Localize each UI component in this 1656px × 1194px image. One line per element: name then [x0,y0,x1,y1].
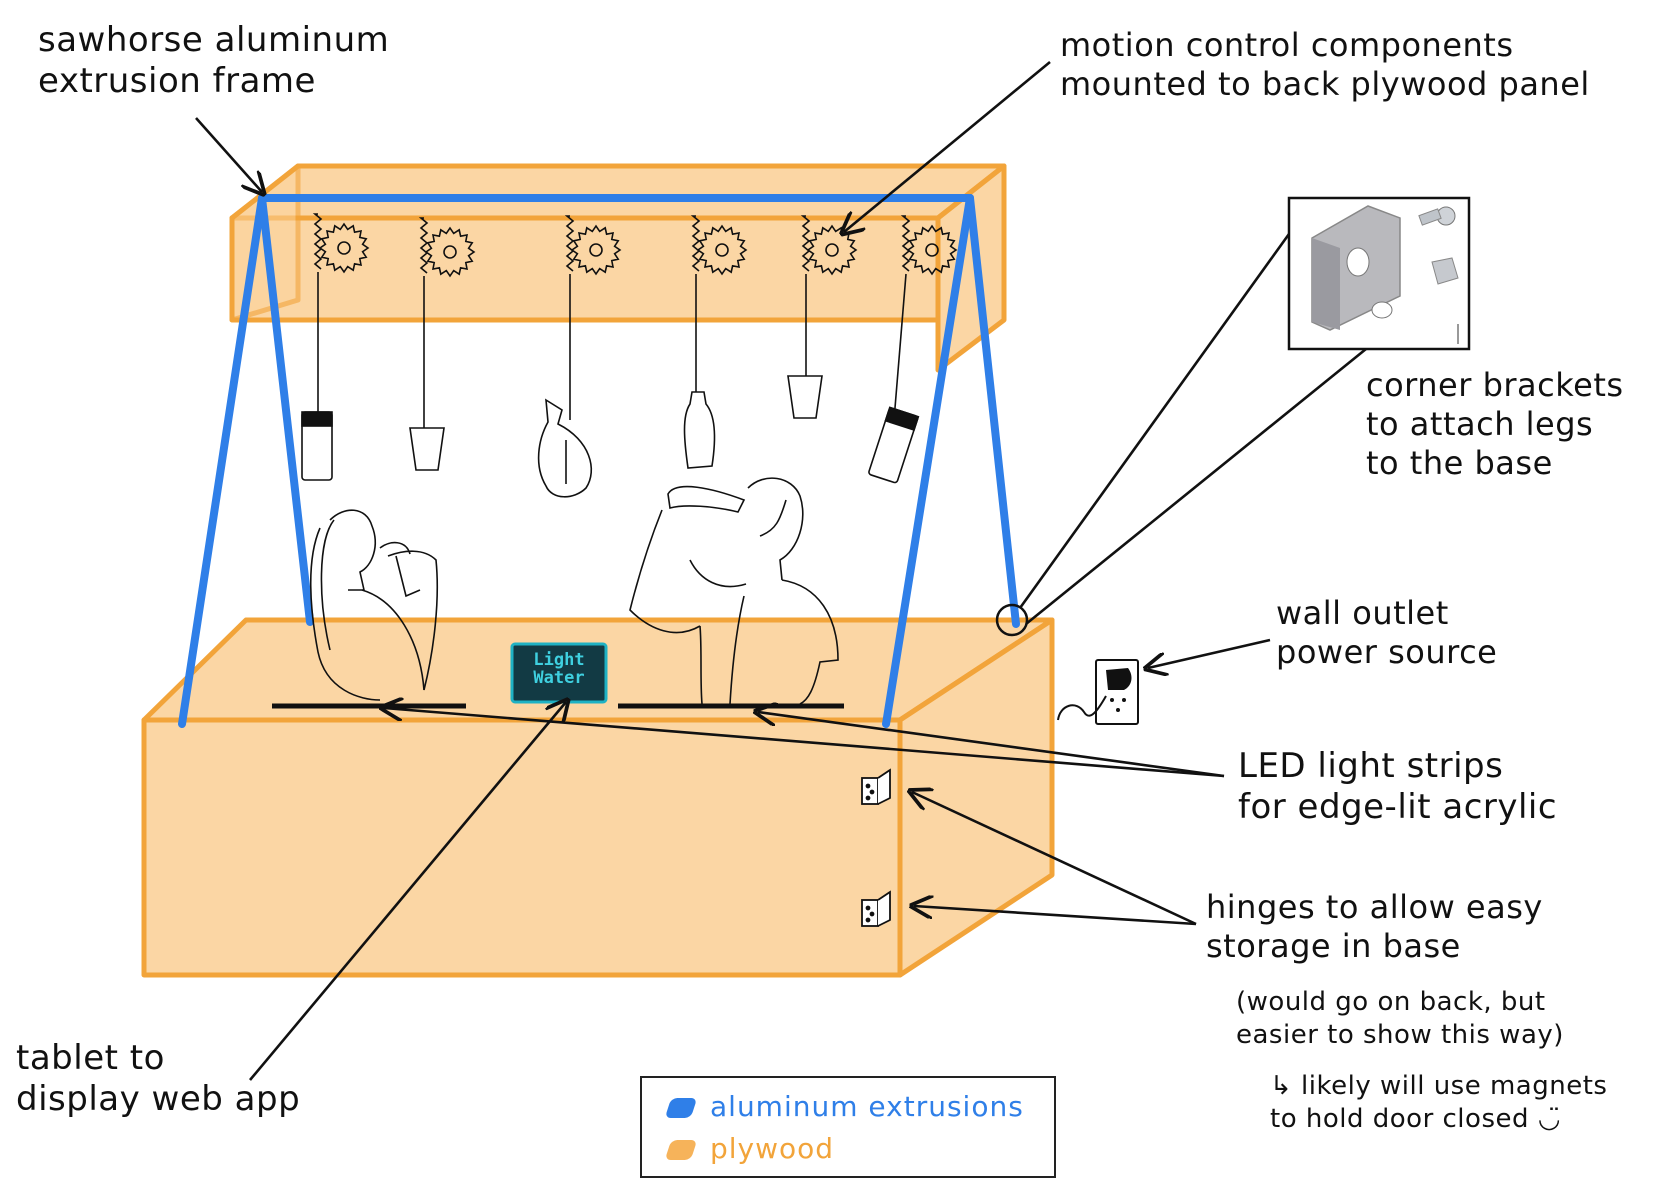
label-led: LED light strips for edge-lit acrylic [1238,746,1558,828]
legend-plywood: plywood [710,1132,835,1165]
label-tablet: tablet to display web app [16,1038,301,1120]
arrow-led-right [758,712,1225,778]
hanging-water-bottle [683,391,716,469]
label-frame: sawhorse aluminum extrusion frame [38,20,390,102]
spring [564,215,575,272]
person-right-drinking [629,477,839,705]
arrow-hinge-upper [912,792,1197,926]
line-bracket-lower [1025,347,1367,626]
spring [418,217,429,274]
spring [800,215,811,272]
legend-swatch-plywood [664,1140,698,1160]
arrow-tablet [249,702,566,1081]
hanging-cup-2 [787,375,823,419]
corner-marker [995,603,1029,637]
frame-left-back-leg [258,194,314,626]
base-side-face [897,617,1055,978]
person-left-drinking [309,509,439,701]
arrow-motion [844,60,1051,232]
hanging-bottle-right [868,406,920,484]
annotation-arrows [195,60,1367,1081]
top-panel-top-face [229,163,1007,221]
label-hinges-note: (would go on back, but easier to show th… [1236,987,1564,1051]
motion-components [301,213,958,498]
arrow-led-left [384,708,1225,778]
spring [900,215,911,272]
hanging-cup-1 [409,427,445,471]
top-plywood-panel [229,163,1007,373]
arrow-frame [195,117,262,192]
label-outlet: wall outlet power source [1276,594,1498,672]
base-front-face [141,717,903,978]
spring [690,215,701,272]
hinge-lower [861,890,891,927]
arrow-hinge-lower [914,906,1197,926]
frame-left-front-leg [178,194,266,728]
aluminum-frame [178,194,1020,728]
label-hinges: hinges to allow easy storage in base [1206,888,1543,966]
hanging-flask [537,398,593,498]
corner-bracket-photo [1287,196,1471,351]
base-box [141,617,1055,978]
tablet-screen-text: Light Water [533,650,585,688]
hinge-upper [861,768,891,805]
frame-right-back-leg [966,194,1020,628]
line-bracket-upper [1018,233,1291,609]
spring [312,213,323,270]
hanging-bottle-left [301,411,333,481]
arrow-outlet [1148,638,1271,668]
legend-aluminum: aluminum extrusions [710,1090,1024,1123]
wall-outlet [1057,659,1139,725]
legend-swatch-aluminum [664,1098,698,1118]
hanging-string [893,273,907,421]
label-brackets: corner brackets to attach legs to the ba… [1366,366,1624,483]
legend: aluminum extrusions plywood [640,1076,1056,1178]
label-magnets: ↳ likely will use magnets to hold door c… [1270,1071,1608,1135]
label-motion: motion control components mounted to bac… [1060,26,1590,104]
frame-right-front-leg [882,194,974,728]
